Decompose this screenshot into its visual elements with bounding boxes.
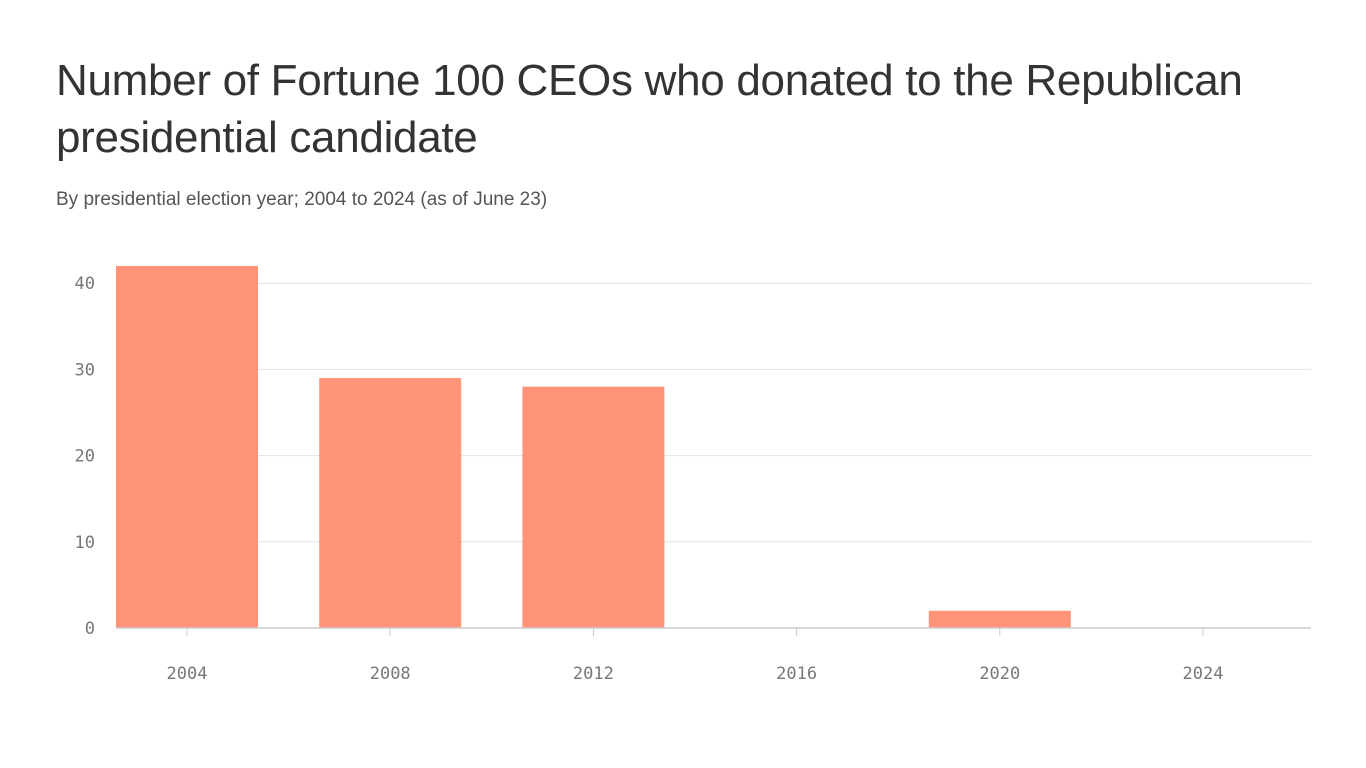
chart-title: Number of Fortune 100 CEOs who donated t… xyxy=(56,56,1243,162)
bars xyxy=(116,265,1071,628)
x-tick-label: 2008 xyxy=(370,664,411,684)
y-tick-label: 30 xyxy=(75,360,95,380)
bar-2012 xyxy=(522,386,665,628)
grid-lines xyxy=(116,282,1311,543)
y-tick-label: 0 xyxy=(85,619,95,639)
bar-2008 xyxy=(319,378,462,628)
y-tick-label: 20 xyxy=(75,447,95,467)
chart-subtitle: By presidential election year; 2004 to 2… xyxy=(56,189,548,210)
x-tick-label: 2020 xyxy=(979,664,1020,684)
bar-2004 xyxy=(116,265,258,628)
x-tick-label: 2016 xyxy=(776,664,817,684)
tick-labels: 0 10 20 30 40 2004 2008 2012 2016 2020 2024 xyxy=(75,274,1224,684)
bar-2020 xyxy=(928,610,1071,628)
x-tick-label: 2004 xyxy=(167,664,208,684)
x-tick-label: 2024 xyxy=(1183,664,1224,684)
y-tick-label: 40 xyxy=(75,274,95,294)
x-axis xyxy=(116,627,1311,636)
x-tick-label: 2012 xyxy=(573,664,614,684)
y-tick-label: 10 xyxy=(75,533,95,553)
